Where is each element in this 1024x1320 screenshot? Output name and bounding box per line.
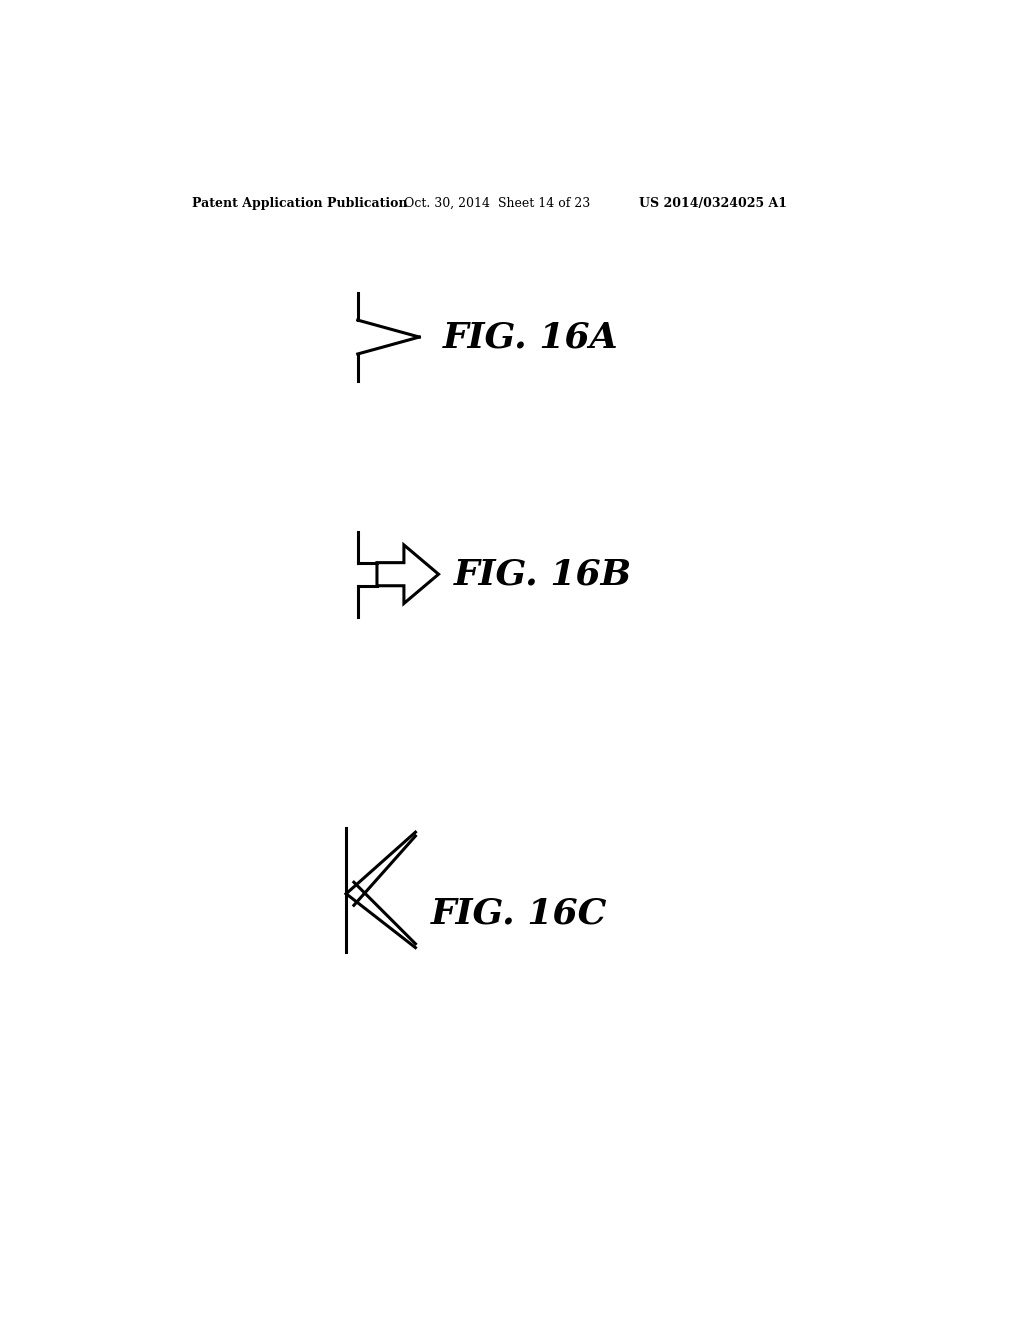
Text: Oct. 30, 2014  Sheet 14 of 23: Oct. 30, 2014 Sheet 14 of 23	[403, 197, 590, 210]
Text: Patent Application Publication: Patent Application Publication	[193, 197, 408, 210]
Text: US 2014/0324025 A1: US 2014/0324025 A1	[639, 197, 786, 210]
Text: FIG. 16A: FIG. 16A	[442, 319, 618, 354]
Text: FIG. 16B: FIG. 16B	[454, 557, 632, 591]
Polygon shape	[377, 545, 438, 603]
Text: FIG. 16C: FIG. 16C	[431, 896, 607, 931]
